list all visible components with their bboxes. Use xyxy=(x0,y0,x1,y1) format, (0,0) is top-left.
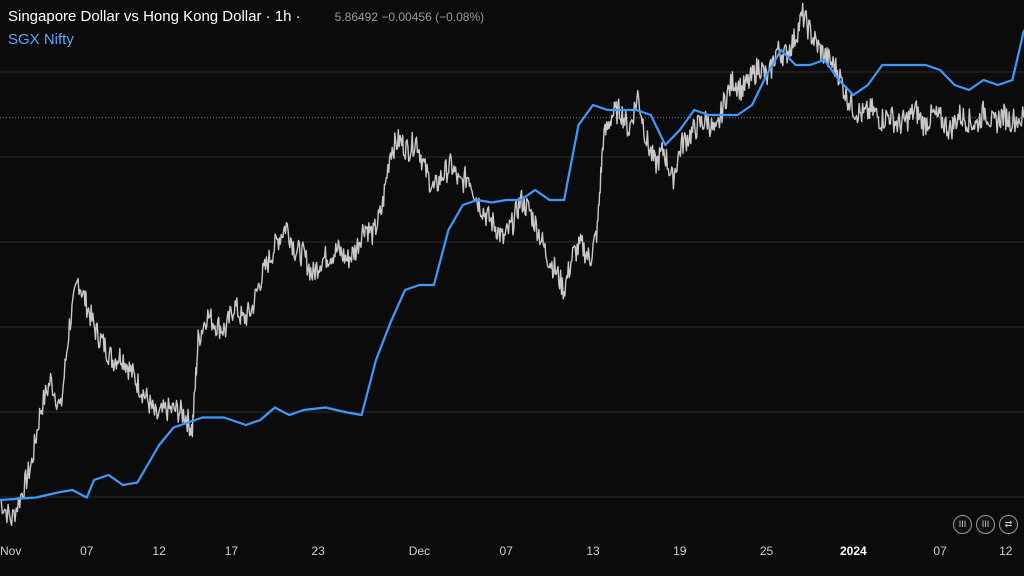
series-layer xyxy=(0,2,1024,527)
x-tick-label: 13 xyxy=(586,544,600,558)
x-tick-label: 17 xyxy=(225,544,239,558)
x-tick-label: 07 xyxy=(80,544,94,558)
sgx-nifty-series-line xyxy=(0,29,1024,502)
swap-icon[interactable]: ⇄ xyxy=(999,515,1018,534)
x-tick-label: Nov xyxy=(0,544,21,558)
chart-toolbar: III III ⇄ xyxy=(953,515,1018,534)
bars-icon[interactable]: III xyxy=(953,515,972,534)
price-quote: 5.86492 −0.00456 (−0.08%) xyxy=(334,10,485,24)
x-tick-label: 25 xyxy=(760,544,774,558)
x-tick-label: 12 xyxy=(999,544,1013,558)
bars-icon[interactable]: III xyxy=(976,515,995,534)
x-tick-label: Dec xyxy=(409,544,430,558)
x-tick-label: 07 xyxy=(933,544,947,558)
x-tick-label: 07 xyxy=(500,544,514,558)
compare-series-label[interactable]: SGX Nifty xyxy=(8,31,74,48)
symbol-title[interactable]: Singapore Dollar vs Hong Kong Dollar · 1… xyxy=(8,8,301,25)
x-tick-label: 12 xyxy=(152,544,166,558)
grid-lines xyxy=(0,71,1024,498)
x-tick-label: 19 xyxy=(673,544,687,558)
chart-header: Singapore Dollar vs Hong Kong Dollar · 1… xyxy=(8,8,484,25)
x-axis: Nov 07 12 17 23 Dec 07 13 19 25 2024 07 12 xyxy=(0,544,1013,558)
x-tick-label: 2024 xyxy=(840,544,867,558)
x-tick-label: 23 xyxy=(312,544,326,558)
